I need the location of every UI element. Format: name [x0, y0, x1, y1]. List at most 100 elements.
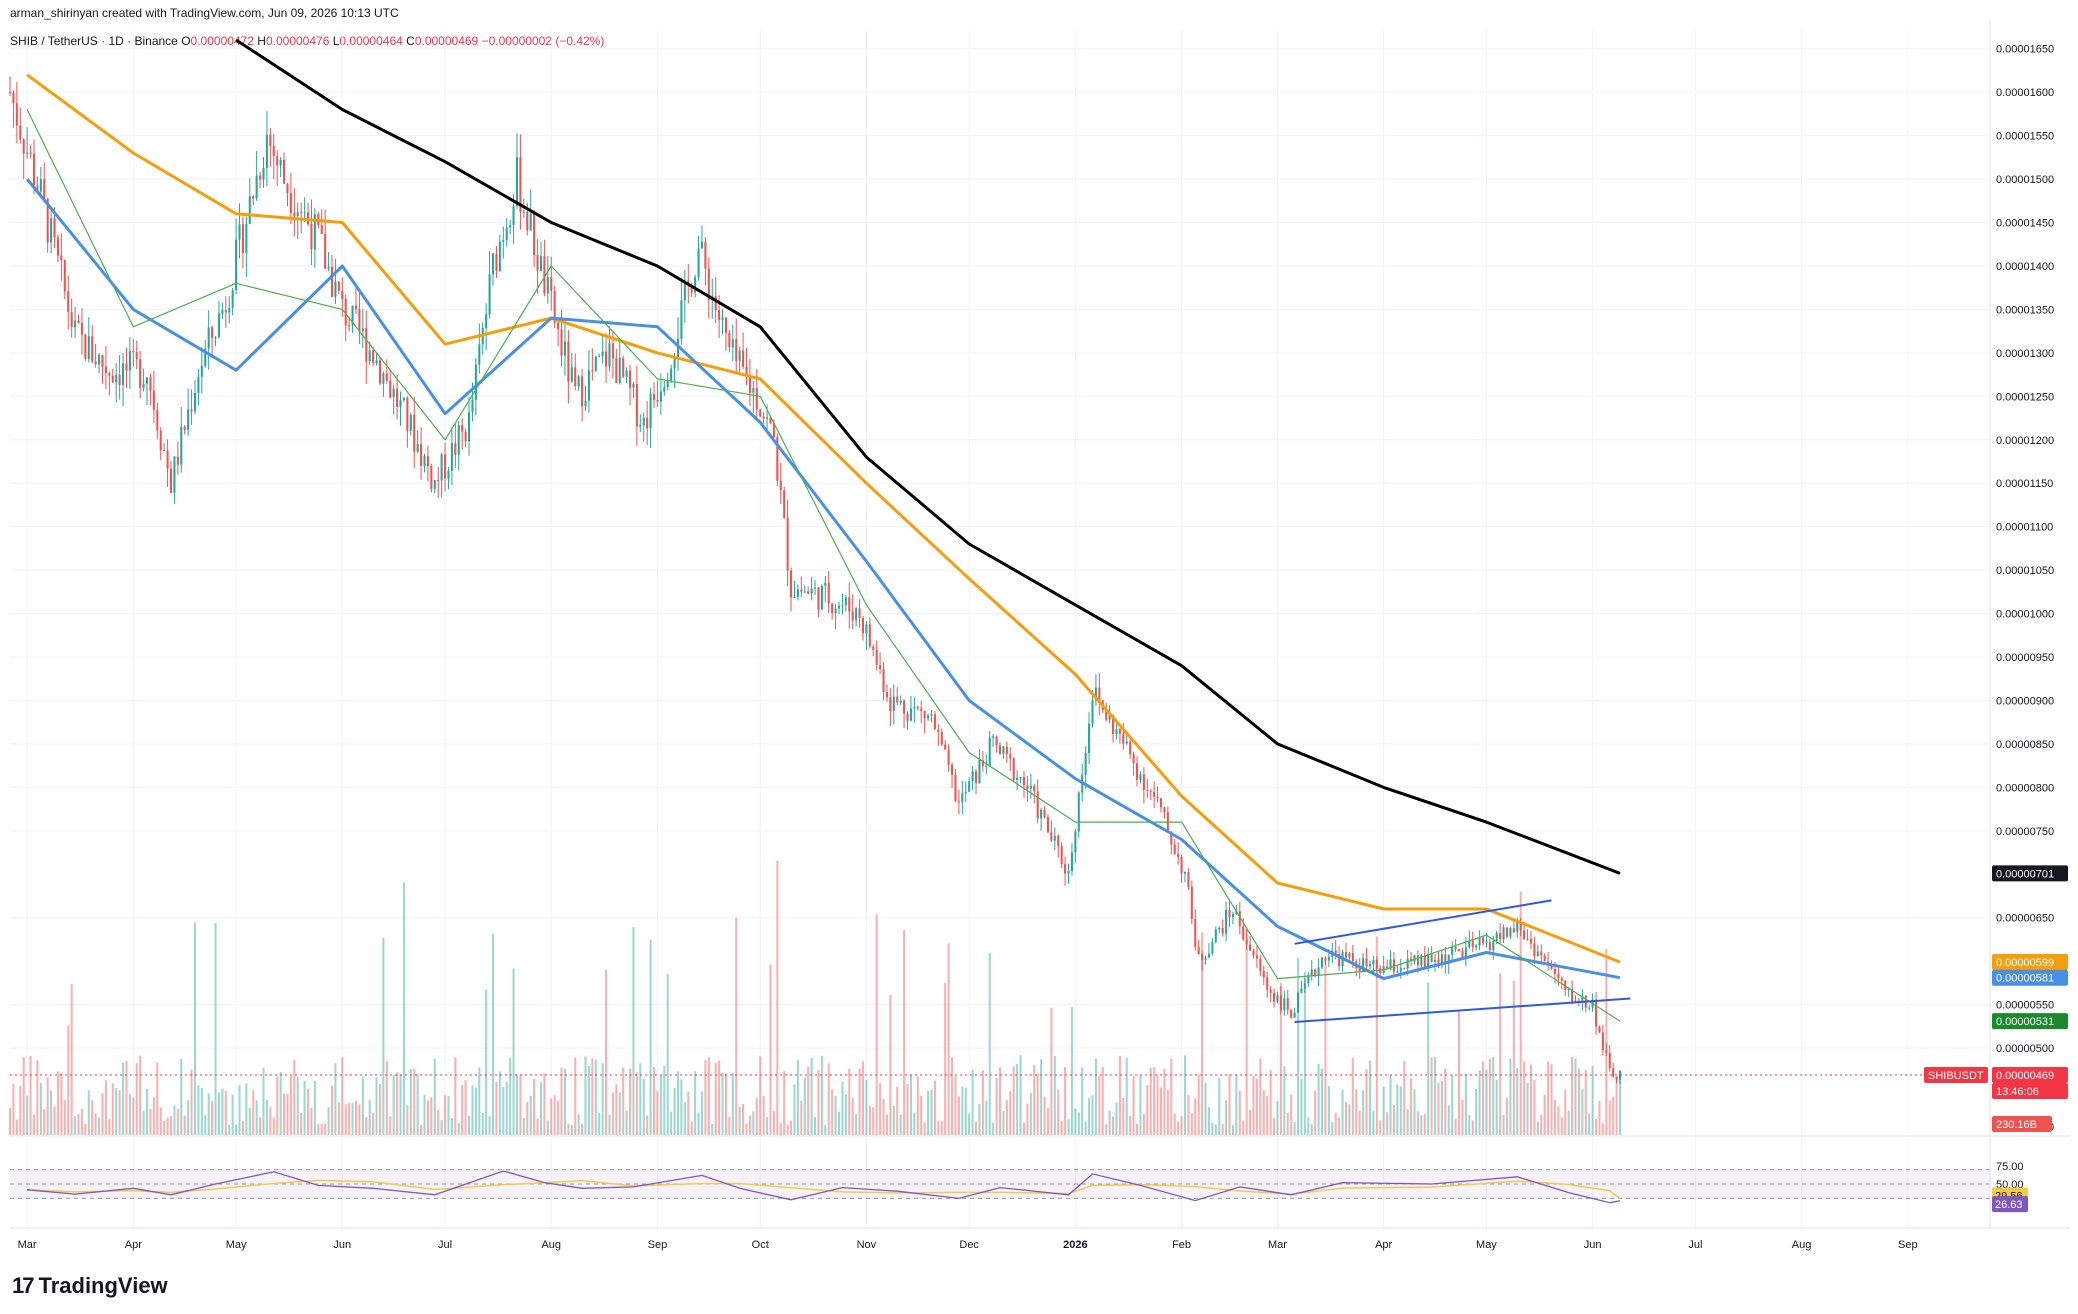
- candle-body: [1478, 937, 1481, 946]
- tradingview-logo[interactable]: 17 TradingView: [12, 1273, 168, 1299]
- volume-bar: [1046, 1108, 1049, 1135]
- candle-body: [505, 227, 508, 241]
- candle-body: [1307, 975, 1310, 984]
- candle-body: [759, 409, 762, 417]
- volume-bar: [998, 1067, 1002, 1135]
- volume-bar: [420, 1124, 423, 1135]
- volume-bar: [433, 1058, 436, 1135]
- candle-body: [1485, 942, 1488, 944]
- volume-bar: [392, 1075, 395, 1135]
- candle-body: [550, 277, 553, 292]
- volume-bar: [1122, 1098, 1125, 1135]
- volume-bar: [1543, 1094, 1546, 1135]
- volume-bar: [813, 1117, 817, 1135]
- y-tick-label: 0.00000550: [1996, 1000, 2054, 1012]
- candle-body: [745, 366, 748, 376]
- volume-bar: [1262, 1090, 1265, 1135]
- candle-body: [981, 760, 984, 767]
- candle-body: [348, 325, 351, 327]
- candle-body: [632, 384, 635, 388]
- candle-body: [909, 708, 912, 721]
- candle-body: [625, 370, 628, 377]
- candle-body: [875, 649, 878, 665]
- volume-bar: [1228, 1074, 1231, 1135]
- y-tick-label: 0.00001150: [1996, 478, 2053, 490]
- candle-body: [1033, 785, 1036, 792]
- candle-body: [522, 211, 525, 213]
- x-tick-label: 2026: [1063, 1239, 1087, 1251]
- candle-body: [289, 193, 292, 214]
- candle-body: [1338, 953, 1341, 967]
- candle-body: [762, 416, 765, 419]
- symbol-tag-text: SHIBUSDT: [1928, 1070, 1984, 1082]
- volume-bar: [539, 1082, 542, 1135]
- candle-body: [70, 312, 73, 328]
- x-tick-label: Apr: [1375, 1239, 1392, 1251]
- candle-body: [1368, 964, 1371, 967]
- candle-body: [77, 320, 80, 324]
- volume-bar: [1588, 1113, 1591, 1135]
- candle-body: [1608, 1053, 1611, 1069]
- volume-bar: [1516, 1068, 1519, 1135]
- candle-body: [94, 361, 97, 365]
- volume-bar: [145, 1088, 149, 1135]
- candle-body: [1070, 852, 1073, 872]
- candle-body: [132, 351, 135, 353]
- volume-bar: [450, 1118, 453, 1135]
- candle-body: [1348, 953, 1351, 958]
- candle-body: [385, 373, 388, 381]
- candle-body: [581, 376, 584, 407]
- volume-bar: [200, 1088, 203, 1135]
- candle-body: [183, 426, 186, 430]
- candle-body: [32, 153, 36, 186]
- countdown-text: 13:46:06: [1996, 1086, 2039, 1098]
- volume-bar: [214, 922, 217, 1135]
- candle-body: [15, 103, 18, 126]
- volume-bar: [1290, 1094, 1293, 1135]
- volume-bar: [947, 943, 950, 1135]
- candle-body: [1012, 758, 1015, 781]
- candle-body: [1423, 955, 1426, 967]
- candle-body: [293, 213, 296, 217]
- volume-bar: [502, 1086, 505, 1135]
- volume-bar: [1547, 1061, 1550, 1135]
- candle-body: [1088, 723, 1091, 754]
- volume-bar: [1512, 980, 1515, 1135]
- volume-bar: [303, 1080, 306, 1135]
- candle-body: [649, 393, 652, 429]
- candle-body: [313, 214, 316, 250]
- candle-body: [786, 517, 789, 571]
- volume-bar: [1091, 1095, 1094, 1135]
- volume-bar: [94, 1113, 97, 1135]
- x-tick-label: Dec: [959, 1239, 979, 1251]
- volume-bar: [1255, 1078, 1258, 1135]
- candle-body: [988, 737, 991, 766]
- volume-bar: [1259, 1058, 1262, 1135]
- candle-body: [1290, 1009, 1293, 1018]
- candle-body: [783, 490, 786, 518]
- candle-body: [837, 605, 841, 609]
- symbol-line[interactable]: SHIB / TetherUS · 1D · Binance: [10, 34, 178, 48]
- volume-bar: [1523, 1061, 1526, 1135]
- volume-bar: [426, 1100, 429, 1135]
- volume-bar: [1040, 1059, 1043, 1135]
- volume-bar: [276, 1076, 279, 1135]
- y-tick-label: 0.00001450: [1996, 218, 2054, 230]
- candle-body: [1516, 922, 1519, 933]
- candle-body: [39, 179, 42, 192]
- volume-bar: [635, 1072, 638, 1135]
- volume-bar: [824, 1124, 827, 1135]
- volume-bar: [968, 1113, 971, 1135]
- volume-bar: [1293, 1122, 1296, 1135]
- volume-bar: [1557, 1106, 1560, 1135]
- candle-body: [546, 277, 549, 294]
- volume-bar: [269, 1107, 272, 1135]
- volume-bar: [1303, 971, 1306, 1135]
- candle-body: [892, 696, 895, 711]
- candle-body: [91, 336, 94, 362]
- y-tick-label: 0.00001050: [1996, 565, 2054, 577]
- volume-bar: [639, 1063, 642, 1135]
- candle-body: [454, 443, 457, 455]
- volume-bar: [587, 1065, 590, 1135]
